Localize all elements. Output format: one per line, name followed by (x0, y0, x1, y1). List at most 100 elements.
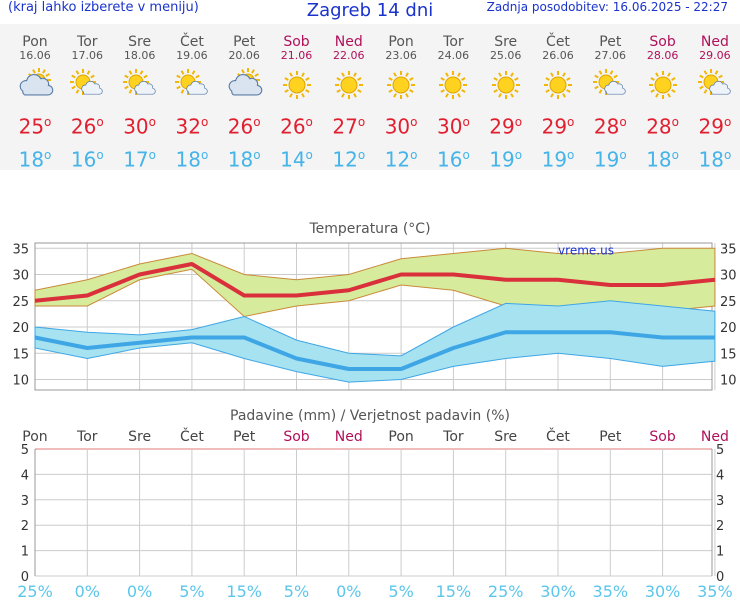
day-column: Čet 26.06 29o 19o (532, 24, 584, 171)
day-column: Tor 24.06 30o 16o (427, 24, 479, 171)
y-tick-label-right: 5 (716, 443, 724, 458)
menu-hint: (kraj lahko izberete v meniju) (8, 0, 199, 15)
precipitation-probability: 15% (436, 582, 472, 600)
forecast-strip: Pon 16.06 25o 18o Tor 17.06 26o 16o Sre 18.06 30o 1… (0, 24, 740, 172)
min-temperature: 18o (18, 147, 52, 172)
day-name: Ned (334, 34, 363, 50)
day-column: Tor 17.06 26o 16o (61, 24, 113, 171)
x-tick-label: Pet (599, 429, 622, 445)
min-temperature: 18o (698, 147, 732, 172)
last-update: Zadnja posodobitev: 16.06.2025 - 22:27 (486, 0, 728, 14)
day-name: Čet (179, 34, 204, 50)
min-temperature: 18o (646, 147, 679, 172)
day-date: 21.06 (280, 49, 313, 62)
min-temperature: 12o (384, 147, 418, 172)
y-tick-label-right: 35 (720, 242, 737, 257)
y-tick-label-right: 1 (716, 545, 724, 560)
x-tick-label: Ned (335, 429, 363, 445)
y-tick-label-right: 4 (716, 468, 724, 483)
y-tick-label: 3 (21, 494, 29, 509)
max-temperature: 25o (18, 114, 52, 139)
max-temperature: 29o (541, 114, 575, 139)
y-tick-label-right: 3 (716, 494, 724, 509)
day-date: 29.06 (699, 49, 731, 62)
min-temperature: 19o (489, 147, 523, 172)
day-column: Pon 23.06 30o 12o (375, 24, 427, 171)
sun-icon (375, 68, 427, 102)
precipitation-probability: 15% (226, 582, 262, 600)
min-temperature: 16o (436, 147, 470, 172)
sun-icon (271, 68, 323, 102)
max-temperature: 30o (436, 114, 470, 139)
day-name: Pet (233, 34, 256, 50)
y-tick-label: 10 (12, 374, 29, 389)
min-temperature: 14o (280, 147, 313, 172)
y-tick-label: 25 (12, 295, 29, 310)
sun-cloud-icon (584, 68, 636, 102)
precipitation-probability: 35% (593, 582, 629, 600)
day-column: Sre 25.06 29o 19o (480, 24, 532, 171)
max-temperature: 30o (123, 114, 156, 139)
max-temperature: 27o (332, 114, 366, 139)
day-name: Sre (494, 34, 518, 50)
precipitation-probability: 0% (75, 582, 100, 600)
day-name: Pet (599, 34, 622, 50)
partly-cloudy-icon (9, 68, 61, 102)
max-temperature: 26o (227, 114, 261, 139)
day-column: Sob 21.06 26o 14o (271, 24, 323, 171)
day-name: Tor (443, 34, 464, 50)
sun-icon (637, 68, 689, 102)
day-name: Tor (77, 34, 98, 50)
x-tick-label: Tor (442, 429, 464, 445)
day-date: 28.06 (646, 49, 679, 62)
day-date: 23.06 (385, 49, 417, 62)
day-name: Sre (128, 34, 152, 50)
min-temperature: 16o (70, 147, 104, 172)
y-tick-label: 35 (12, 242, 29, 257)
min-temperature: 19o (593, 147, 627, 172)
day-date: 26.06 (542, 49, 574, 62)
y-tick-label: 0 (21, 570, 29, 585)
min-temperature: 18o (227, 147, 261, 172)
max-temperature-line (34, 262, 716, 303)
day-column: Sre 18.06 30o 17o (114, 24, 166, 171)
y-tick-label: 15 (12, 347, 29, 362)
day-date: 17.06 (71, 49, 104, 62)
page-title: Zagreb 14 dni (306, 0, 434, 21)
day-date: 22.06 (333, 49, 365, 62)
x-tick-label: Čet (180, 427, 204, 445)
day-date: 18.06 (123, 49, 156, 62)
x-tick-label: Pet (233, 429, 256, 445)
sun-cloud-icon (61, 68, 113, 102)
day-date: 16.06 (19, 49, 51, 62)
x-tick-label: Tor (76, 429, 98, 445)
precipitation-probability: 0% (336, 582, 361, 600)
sun-icon (427, 68, 479, 102)
precipitation-probability: 5% (388, 582, 413, 600)
day-date: 24.06 (437, 49, 470, 62)
precipitation-probability: 30% (540, 582, 576, 600)
partly-cloudy-icon (218, 68, 270, 102)
x-tick-label: Pon (22, 429, 47, 445)
day-date: 19.06 (176, 49, 208, 62)
x-tick-label: Sob (283, 429, 309, 445)
day-column: Pet 20.06 26o 18o (218, 24, 270, 171)
x-tick-label: Pon (388, 429, 413, 445)
precipitation-probability: 35% (697, 582, 733, 600)
y-tick-label-right: 30 (720, 269, 737, 284)
max-temperature: 28o (593, 114, 627, 139)
min-temperature: 18o (175, 147, 209, 172)
y-tick-label-right: 2 (716, 519, 724, 534)
sun-icon (323, 68, 375, 102)
day-name: Sob (649, 34, 676, 50)
day-column: Pet 27.06 28o 19o (584, 24, 636, 171)
max-temperature: 29o (698, 114, 732, 139)
day-name: Sob (283, 34, 310, 50)
y-tick-label: 1 (21, 545, 29, 560)
min-temperature-band (34, 300, 716, 383)
day-name: Čet (546, 34, 570, 50)
min-temperature: 17o (123, 147, 156, 172)
sun-cloud-icon (114, 68, 166, 102)
precipitation-chart-title: Padavine (mm) / Verjetnost padavin (%) (230, 408, 510, 424)
precipitation-chart: Padavine (mm) / Verjetnost padavin (%) Po… (17, 408, 733, 600)
